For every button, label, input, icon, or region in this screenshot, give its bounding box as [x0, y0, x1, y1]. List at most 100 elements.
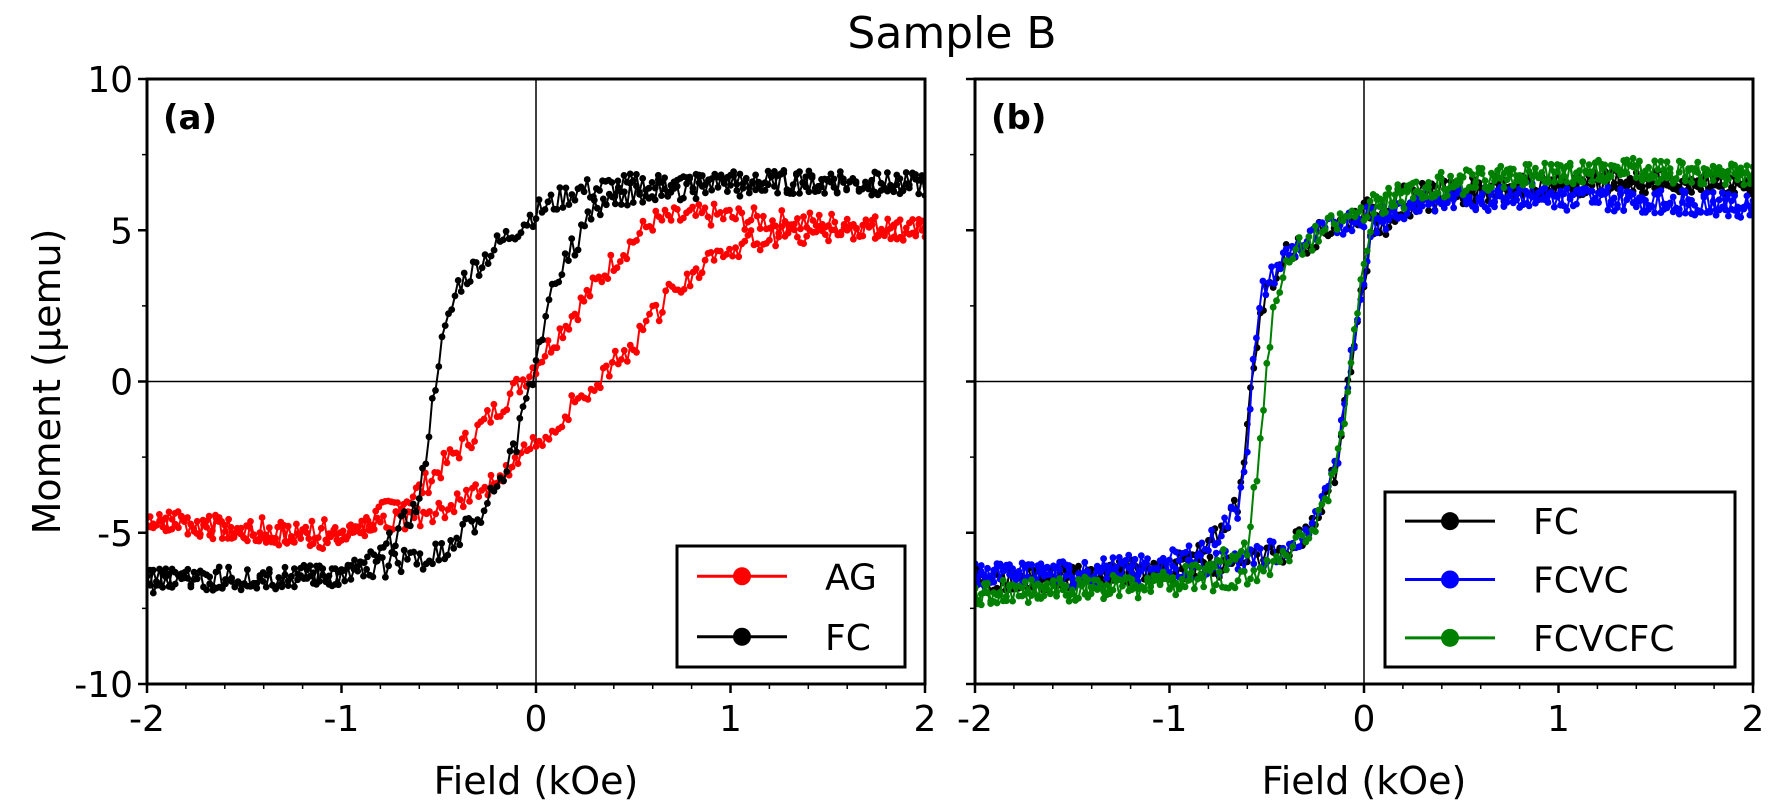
- data-point: [516, 388, 524, 396]
- data-point: [450, 508, 458, 516]
- data-point: [1184, 577, 1192, 584]
- data-point: [472, 259, 480, 266]
- data-point: [1156, 557, 1164, 564]
- data-point: [1500, 202, 1508, 209]
- data-point: [1563, 185, 1571, 193]
- data-point: [586, 292, 594, 300]
- data-point: [871, 235, 879, 242]
- data-point: [435, 363, 443, 370]
- data-point: [1591, 159, 1599, 167]
- data-point: [480, 415, 488, 423]
- data-point: [808, 174, 816, 182]
- data-point: [652, 207, 660, 215]
- data-point: [361, 532, 369, 540]
- data-point: [605, 190, 613, 198]
- data-point: [553, 205, 561, 213]
- data-point: [1256, 304, 1263, 312]
- data-point: [809, 217, 817, 224]
- data-point: [212, 568, 220, 576]
- plot-area: [147, 167, 925, 597]
- data-point: [769, 217, 776, 225]
- data-point: [704, 213, 712, 221]
- data-point: [559, 204, 567, 211]
- x-tick-label: -2: [129, 699, 165, 740]
- data-point: [1679, 187, 1686, 195]
- data-point: [519, 376, 527, 383]
- data-point: [1289, 543, 1297, 550]
- data-point: [451, 292, 459, 300]
- data-point: [1682, 177, 1689, 185]
- data-point: [680, 214, 687, 222]
- data-point: [249, 532, 257, 539]
- data-point: [1632, 174, 1640, 182]
- data-point: [1657, 157, 1665, 165]
- data-point: [774, 172, 781, 180]
- data-point: [1195, 564, 1203, 571]
- data-point: [1308, 519, 1316, 527]
- data-point: [1412, 178, 1420, 186]
- data-point: [1289, 255, 1297, 263]
- data-point: [1050, 577, 1057, 585]
- data-point: [701, 256, 709, 264]
- data-point: [147, 581, 154, 589]
- data-point: [587, 385, 595, 393]
- legend-label-fcvcfc: FCVCFC: [1533, 619, 1674, 660]
- data-point: [1604, 184, 1612, 191]
- data-point: [649, 302, 657, 310]
- data-point: [815, 223, 823, 230]
- data-point: [1081, 558, 1089, 566]
- legend-marker-fc: [733, 627, 751, 646]
- data-point: [1021, 590, 1029, 598]
- data-point: [846, 221, 854, 229]
- data-point: [614, 177, 622, 185]
- data-point: [1450, 204, 1458, 212]
- data-point: [190, 575, 198, 583]
- series-fc: [147, 167, 925, 597]
- data-point: [831, 218, 839, 226]
- data-point: [1344, 388, 1352, 396]
- data-point: [1447, 172, 1454, 180]
- data-point: [1400, 205, 1408, 212]
- data-point: [165, 526, 173, 534]
- data-point: [1315, 237, 1322, 245]
- data-point: [896, 190, 904, 198]
- data-point: [750, 241, 758, 249]
- data-point: [347, 576, 355, 583]
- data-point: [1034, 595, 1042, 602]
- data-point: [613, 264, 621, 272]
- data-point: [1269, 303, 1277, 311]
- data-point: [611, 200, 619, 208]
- data-point: [1491, 198, 1498, 206]
- data-point: [698, 183, 706, 190]
- data-point: [1431, 207, 1439, 215]
- data-point: [366, 571, 374, 579]
- data-point: [1100, 555, 1107, 562]
- data-point: [1626, 162, 1634, 169]
- data-point: [184, 565, 192, 573]
- data-point: [1363, 247, 1371, 255]
- data-point: [440, 449, 448, 457]
- data-point: [830, 175, 838, 183]
- data-point: [571, 251, 579, 259]
- data-point: [1341, 420, 1348, 428]
- series-fcvc: [975, 180, 1753, 591]
- data-point: [259, 578, 267, 585]
- data-point: [806, 227, 814, 234]
- data-point: [1663, 200, 1671, 208]
- data-point: [561, 413, 569, 421]
- data-point: [1240, 539, 1248, 547]
- data-point: [636, 229, 644, 237]
- data-point: [834, 231, 842, 239]
- legend-frame: [675, 544, 907, 669]
- data-point: [1700, 191, 1708, 199]
- data-point: [321, 516, 328, 523]
- data-point: [526, 373, 533, 381]
- data-point: [565, 257, 572, 264]
- data-point: [1234, 577, 1242, 585]
- data-point: [726, 245, 733, 253]
- data-point: [827, 170, 835, 178]
- data-point: [395, 525, 402, 532]
- data-point: [1598, 191, 1605, 199]
- y-tick-label: 10: [87, 60, 133, 101]
- data-point: [269, 581, 276, 589]
